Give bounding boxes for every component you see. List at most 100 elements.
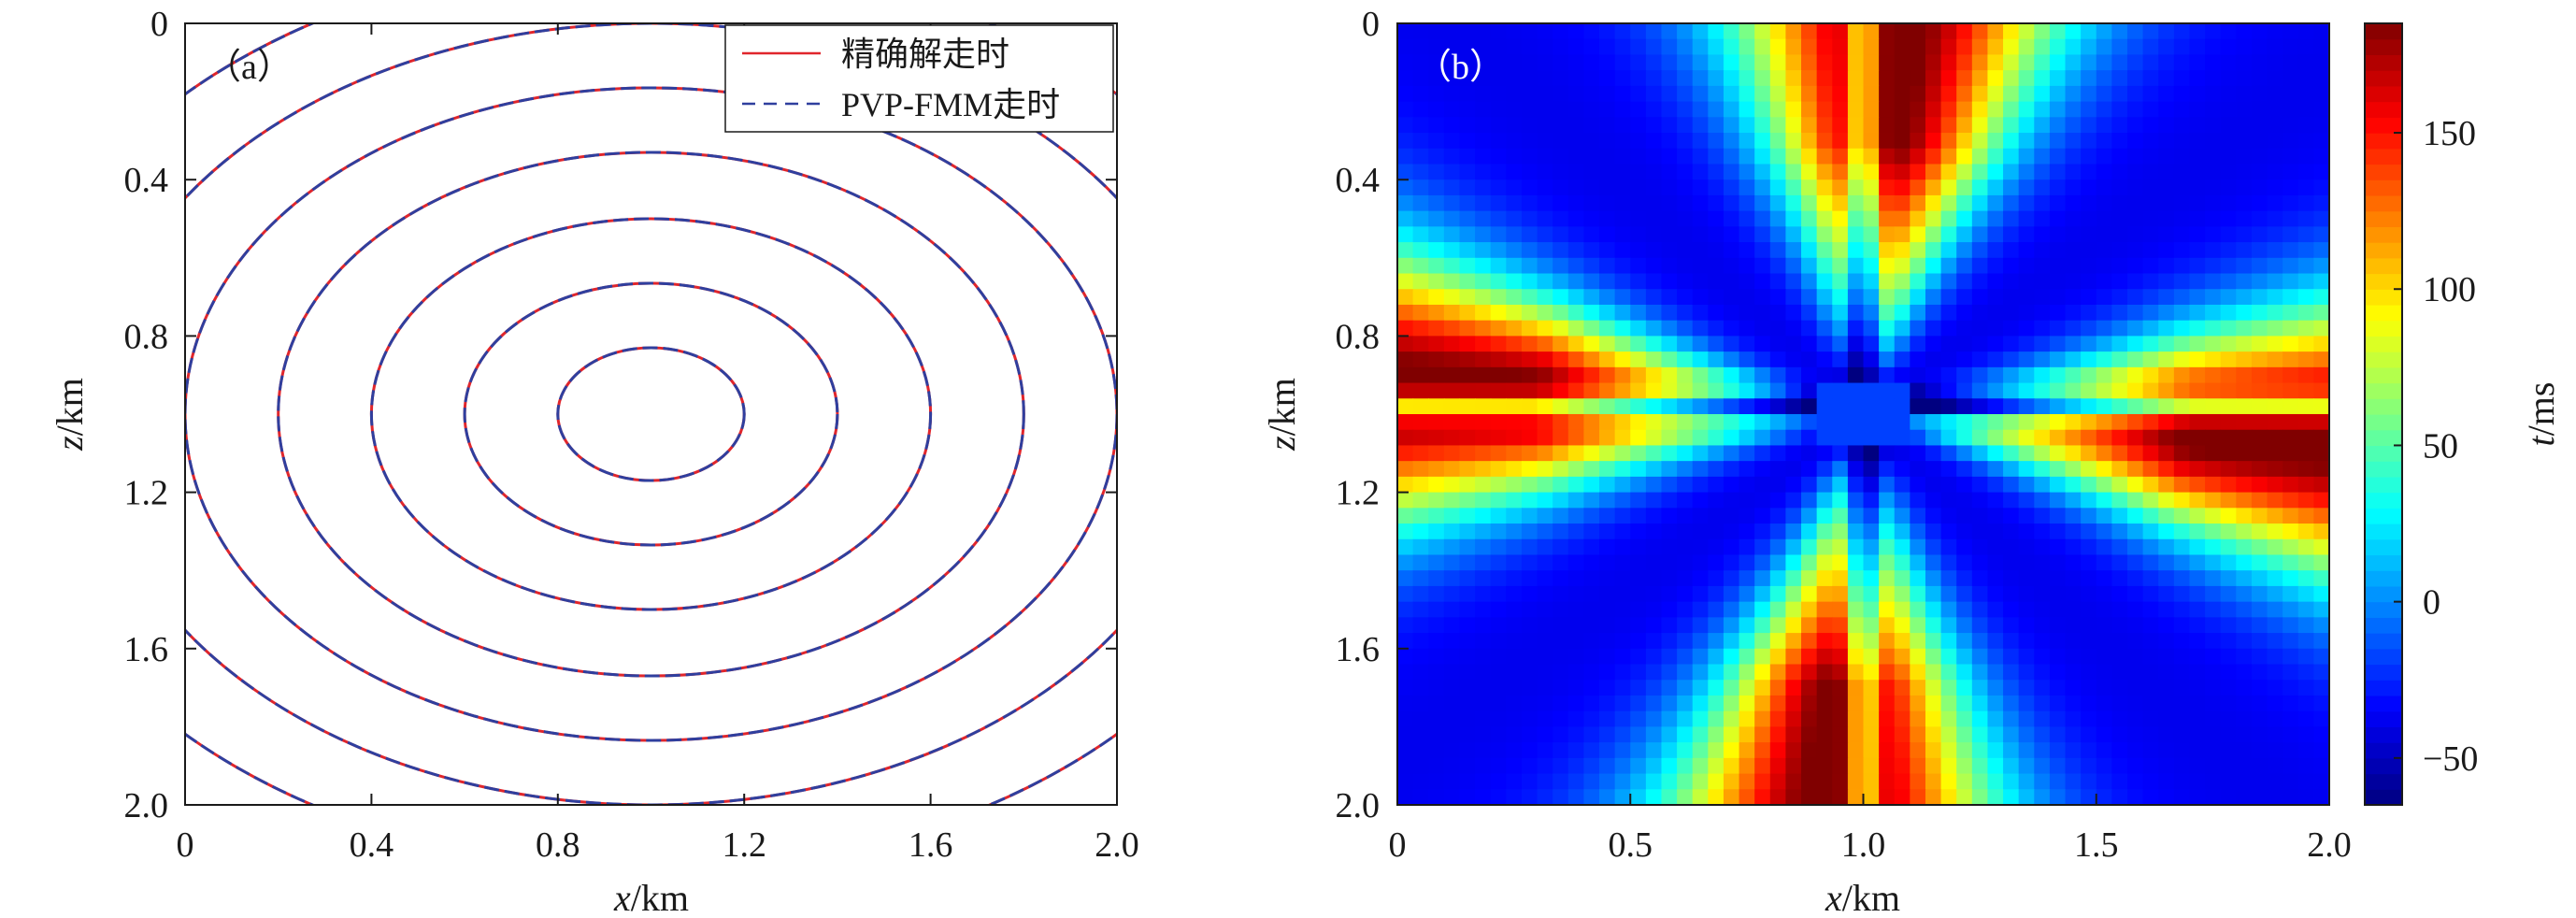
heatmap-cell <box>2034 133 2051 150</box>
heatmap-cell <box>1863 101 1880 118</box>
heatmap-cell <box>2126 710 2144 727</box>
heatmap-cell <box>2111 304 2128 322</box>
heatmap-cell <box>2205 336 2222 352</box>
heatmap-cell <box>1801 38 1818 56</box>
heatmap-cell <box>1583 633 1600 650</box>
heatmap-cell <box>2220 554 2237 571</box>
heatmap-cell <box>1553 570 1569 587</box>
heatmap-cell <box>1397 101 1414 118</box>
heatmap-cell <box>1785 617 1802 634</box>
heatmap-cell <box>2189 773 2206 790</box>
heatmap-cell <box>1987 366 2004 384</box>
heatmap-cell <box>1428 633 1445 650</box>
heatmap-cell <box>2189 648 2206 666</box>
heatmap-cell <box>2003 133 2020 150</box>
heatmap-cell <box>1987 492 2004 509</box>
heatmap-cell <box>2096 414 2112 431</box>
heatmap-cell <box>2034 445 2051 462</box>
heatmap-cell <box>1677 133 1694 150</box>
heatmap-cell <box>1910 524 1926 540</box>
heatmap-cell <box>1801 508 1818 524</box>
heatmap-cell <box>1847 382 1865 399</box>
heatmap-cell <box>2018 164 2035 180</box>
heatmap-cell <box>2003 585 2020 603</box>
heatmap-cell <box>2081 336 2097 352</box>
heatmap-cell <box>1553 164 1569 180</box>
heatmap-cell <box>2267 257 2283 275</box>
heatmap-cell <box>2096 366 2112 384</box>
heatmap-cell <box>1428 351 1445 368</box>
heatmap-cell <box>1832 336 1849 352</box>
heatmap-cell <box>1910 242 1926 259</box>
heatmap-cell <box>1645 617 1663 634</box>
heatmap-cell <box>2267 351 2283 368</box>
heatmap-cell <box>2158 742 2175 759</box>
heatmap-cell <box>1940 366 1957 384</box>
heatmap-cell <box>1506 554 1523 571</box>
heatmap-cell <box>1894 664 1911 681</box>
heatmap-cell <box>1443 304 1461 322</box>
heatmap-cell <box>2313 757 2329 775</box>
heatmap-cell <box>1816 304 1833 322</box>
heatmap-cell <box>2081 570 2097 587</box>
heatmap-cell <box>1459 85 1476 103</box>
heatmap-cell <box>1630 289 1647 306</box>
heatmap-cell <box>2251 101 2268 118</box>
heatmap-cell <box>2158 398 2175 415</box>
heatmap-cell <box>2065 492 2082 509</box>
heatmap-cell <box>1459 789 1476 805</box>
heatmap-cell <box>2236 366 2253 384</box>
heatmap-cell <box>1583 585 1600 603</box>
heatmap-cell <box>1956 617 1973 634</box>
heatmap-cell <box>2081 429 2097 447</box>
heatmap-cell <box>2081 633 2097 650</box>
heatmap-cell <box>1583 23 1600 40</box>
heatmap-cell <box>1537 773 1553 790</box>
heatmap-cell <box>2096 757 2112 775</box>
heatmap-cell <box>1816 85 1833 103</box>
heatmap-cell <box>1412 538 1429 556</box>
heatmap-cell <box>1412 773 1429 790</box>
heatmap-cell <box>2283 757 2299 775</box>
heatmap-cell <box>1645 164 1663 180</box>
heatmap-cell <box>1956 664 1973 681</box>
heatmap-cell <box>2283 226 2299 243</box>
heatmap-cell <box>1583 382 1600 399</box>
heatmap-cell <box>1832 524 1849 540</box>
heatmap-cell <box>1645 601 1663 618</box>
heatmap-cell <box>2111 601 2128 618</box>
heatmap-cell <box>1412 70 1429 87</box>
heatmap-cell <box>2267 320 2283 337</box>
heatmap-cell <box>1599 648 1616 666</box>
heatmap-cell <box>1412 23 1429 40</box>
heatmap-cell <box>1910 538 1926 556</box>
heatmap-cell <box>1739 524 1755 540</box>
heatmap-cell <box>1910 289 1926 306</box>
heatmap-cell <box>1677 398 1694 415</box>
heatmap-cell <box>1847 429 1865 447</box>
heatmap-cell <box>2111 633 2128 650</box>
heatmap-cell <box>1847 633 1865 650</box>
heatmap-cell <box>2220 289 2237 306</box>
heatmap-cell <box>1677 742 1694 759</box>
heatmap-cell <box>1397 382 1414 399</box>
heatmap-cell <box>2236 179 2253 196</box>
heatmap-cell <box>2189 382 2206 399</box>
heatmap-cell <box>1832 461 1849 478</box>
heatmap-cell <box>2283 242 2299 259</box>
heatmap-cell <box>2081 585 2097 603</box>
heatmap-cell <box>2034 382 2051 399</box>
heatmap-cell <box>1801 194 1818 212</box>
heatmap-cell <box>1397 336 1414 352</box>
heatmap-cell <box>1847 570 1865 587</box>
heatmap-cell <box>2283 117 2299 134</box>
heatmap-cell <box>2081 210 2097 227</box>
heatmap-cell <box>2313 648 2329 666</box>
heatmap-cell <box>1443 538 1461 556</box>
heatmap-cell <box>2049 429 2067 447</box>
heatmap-cell <box>2189 70 2206 87</box>
heatmap-cell <box>1506 617 1523 634</box>
heatmap-cell <box>1692 242 1709 259</box>
heatmap-cell <box>2297 85 2314 103</box>
heatmap-cell <box>2111 461 2128 478</box>
